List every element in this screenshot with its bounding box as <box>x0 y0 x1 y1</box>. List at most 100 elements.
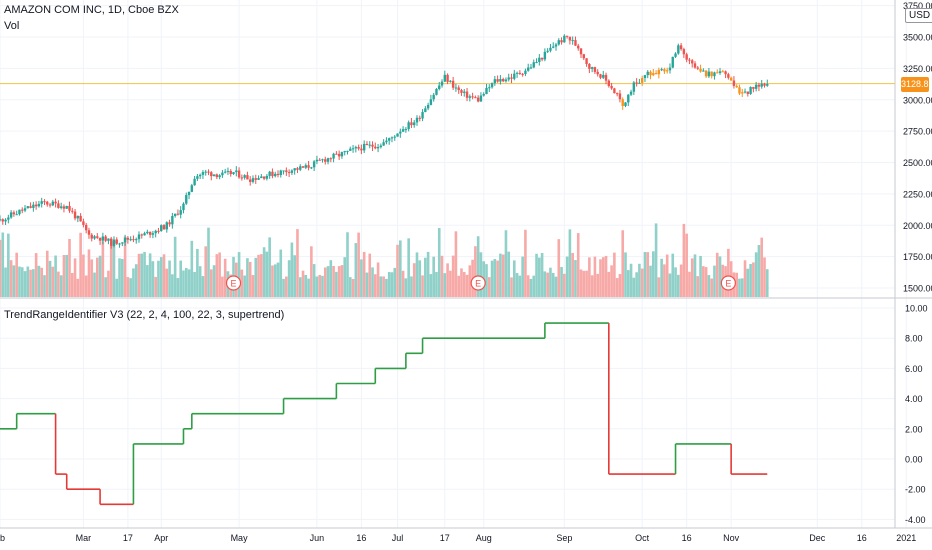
candle-body <box>679 45 683 50</box>
indicator-axis-tick-label: 10.00 <box>905 304 928 314</box>
candle-body <box>410 122 413 126</box>
volume-bar <box>37 265 41 297</box>
candle-body <box>296 168 299 170</box>
volume-bar <box>490 260 494 297</box>
candle-body <box>376 147 380 149</box>
volume-bar <box>629 263 633 297</box>
volume-bar <box>738 278 741 297</box>
candle-body <box>335 153 338 155</box>
volume-bar <box>671 253 675 297</box>
currency-badge[interactable]: USD <box>905 8 932 23</box>
candle-body <box>563 35 566 43</box>
volume-bar <box>707 275 711 297</box>
volume-bar <box>543 271 547 297</box>
candle-body <box>724 71 727 75</box>
candle-body <box>640 78 644 83</box>
volume-bar <box>96 257 99 297</box>
candle-body <box>532 62 535 68</box>
volume-bar <box>20 267 24 297</box>
earnings-marker-label: E <box>725 279 731 289</box>
volume-bar <box>340 265 344 297</box>
volume-bar <box>529 278 533 297</box>
last-price-label: 3128.81 <box>901 77 932 92</box>
candle-body <box>749 87 752 94</box>
volume-bar <box>496 260 499 297</box>
volume-bar <box>29 269 32 297</box>
candle-body <box>7 217 10 220</box>
volume-bar <box>513 260 516 297</box>
candle-body <box>146 231 149 234</box>
time-axis-tick-label: Jul <box>392 533 404 543</box>
volume-bar <box>179 260 182 297</box>
time-axis-tick-label: Mar <box>76 533 92 543</box>
candle-body <box>435 89 438 95</box>
volume-bar <box>134 264 138 297</box>
volume-bar <box>396 244 399 297</box>
volume-bar <box>182 270 185 297</box>
candle-body <box>12 212 16 215</box>
price-axis-tick-label: 3250.00 <box>903 64 932 74</box>
volume-bar <box>468 265 472 297</box>
volume-bar <box>76 278 80 297</box>
candle-body <box>321 159 324 161</box>
volume-bar <box>279 249 283 297</box>
candle-body <box>129 239 132 241</box>
volume-bar <box>532 275 536 297</box>
volume-bar <box>421 275 424 297</box>
candle-body <box>21 209 24 211</box>
candle-body <box>374 146 377 149</box>
volume-bar <box>399 240 402 297</box>
volume-bar <box>335 271 338 297</box>
candle-body <box>496 79 499 82</box>
candle-body <box>710 71 713 77</box>
volume-bar <box>460 268 463 297</box>
volume-bar <box>343 257 347 297</box>
candle-body <box>677 45 680 54</box>
volume-bar <box>507 251 511 297</box>
candle-body <box>357 147 360 149</box>
candle-body <box>704 70 708 77</box>
candle-body <box>426 104 430 109</box>
volume-bar <box>727 248 730 297</box>
candle-body <box>193 178 196 186</box>
volume-bar <box>0 239 2 297</box>
time-axis-tick-label: May <box>231 533 249 543</box>
candle-body <box>54 201 57 204</box>
candle-body <box>460 90 463 93</box>
candle-body <box>257 178 260 180</box>
volume-bar <box>401 270 405 297</box>
volume-bar <box>702 266 705 297</box>
candle-body <box>84 224 88 231</box>
candle-body <box>299 166 302 170</box>
candle-body <box>190 185 194 192</box>
time-axis-tick-label: Oct <box>635 533 650 543</box>
volume-bar <box>652 251 655 297</box>
volume-bar <box>715 252 719 297</box>
candle-body <box>579 48 583 55</box>
volume-bar <box>565 256 569 297</box>
candle-body <box>237 170 241 178</box>
candle-body <box>746 91 750 94</box>
candle-body <box>326 158 330 162</box>
candle-body <box>499 78 502 82</box>
candle-body <box>463 91 466 93</box>
candle-body <box>415 117 419 123</box>
volume-bar <box>740 278 744 297</box>
candle-body <box>343 151 346 153</box>
volume-bar <box>677 274 680 297</box>
candle-body <box>282 170 285 172</box>
volume-bar <box>582 270 586 297</box>
volume-bar <box>1 232 5 297</box>
candle-body <box>693 63 697 68</box>
volume-bar <box>568 229 572 297</box>
volume-bar <box>304 274 308 297</box>
candle-body <box>160 225 163 232</box>
volume-bar <box>32 269 35 297</box>
volume-bar <box>749 263 752 297</box>
volume-bar <box>351 278 355 297</box>
volume-bar <box>524 229 527 297</box>
volume-bar <box>171 274 174 297</box>
candle-body <box>407 122 410 130</box>
volume-bar <box>743 260 747 297</box>
